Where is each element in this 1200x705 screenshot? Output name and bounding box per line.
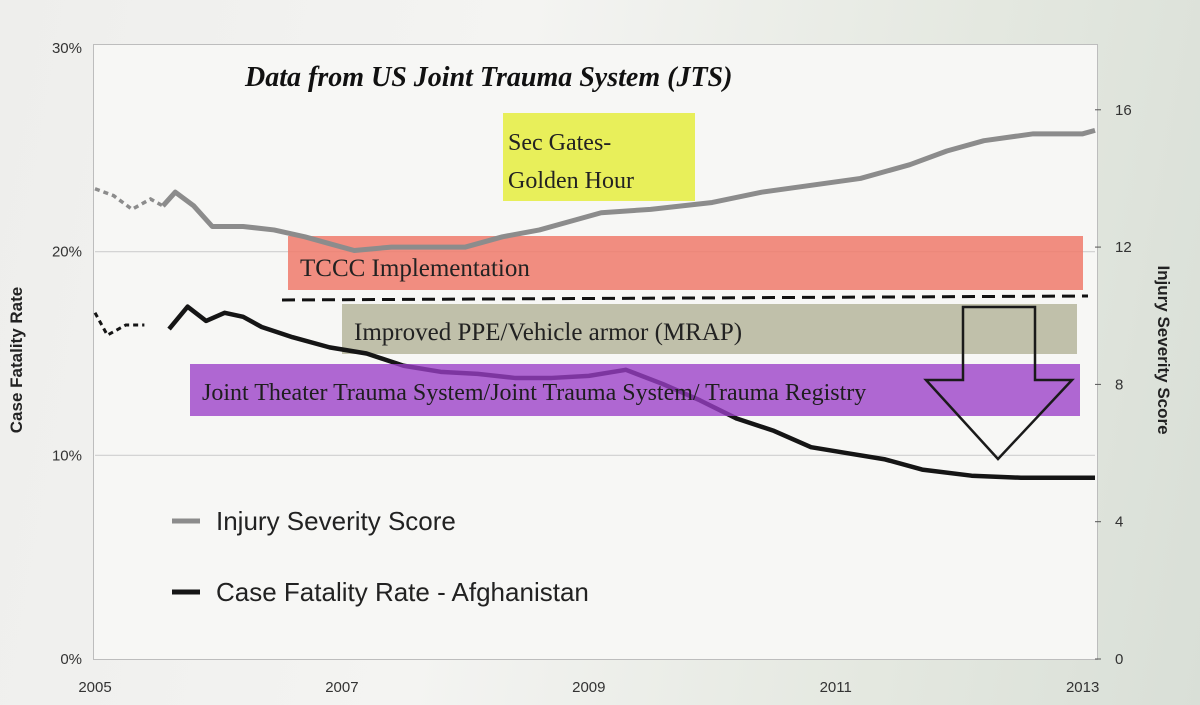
- x-tick-label: 2013: [1066, 679, 1099, 696]
- right-tick-label: 16: [1115, 102, 1132, 119]
- chart-title: Data from US Joint Trauma System (JTS): [244, 62, 732, 93]
- left-tick-label: 20%: [52, 244, 82, 261]
- injury-severity-line: [161, 127, 1096, 254]
- right-tick-label: 4: [1115, 514, 1123, 531]
- left-axis-ticks: 0% 10% 20% 30%: [52, 40, 82, 668]
- ppe-label: Improved PPE/Vehicle armor (MRAP): [354, 319, 742, 346]
- jts-label: Joint Theater Trauma System/Joint Trauma…: [202, 380, 866, 406]
- injury-severity-line-early: [94, 187, 164, 212]
- x-tick-label: 2005: [78, 679, 111, 696]
- x-tick-label: 2011: [820, 679, 852, 696]
- right-tick-label: 0: [1115, 651, 1123, 668]
- tccc-label: TCCC Implementation: [300, 255, 530, 282]
- jts-box: [190, 364, 1080, 416]
- right-axis-label: Injury Severity Score: [1154, 265, 1173, 434]
- left-tick-label: 30%: [52, 40, 82, 57]
- sec-gates-box: [503, 113, 695, 201]
- legend-label-case-fatality: Case Fatality Rate - Afghanistan: [216, 577, 589, 607]
- right-axis-ticks: 0 4 8 12 16: [1095, 102, 1132, 668]
- x-tick-label: 2009: [572, 679, 605, 696]
- ppe-box: [342, 304, 1077, 354]
- x-axis-ticks: 2005 2007 2009 2011 2013: [78, 679, 1099, 696]
- left-tick-label: 0%: [60, 651, 82, 668]
- left-axis-label: Case Fatality Rate: [7, 287, 26, 433]
- down-arrow-icon: [923, 305, 1075, 461]
- sec-gates-label-line2: Golden Hour: [508, 168, 634, 194]
- tccc-dashed-divider: [281, 294, 1089, 302]
- case-fatality-line-early: [93, 312, 145, 338]
- right-tick-label: 8: [1115, 376, 1123, 393]
- sec-gates-label-line1: Sec Gates-: [508, 130, 611, 156]
- legend-label-injury-severity: Injury Severity Score: [216, 506, 456, 536]
- right-tick-label: 12: [1115, 239, 1132, 256]
- x-tick-label: 2007: [325, 679, 358, 696]
- left-tick-label: 10%: [52, 447, 82, 464]
